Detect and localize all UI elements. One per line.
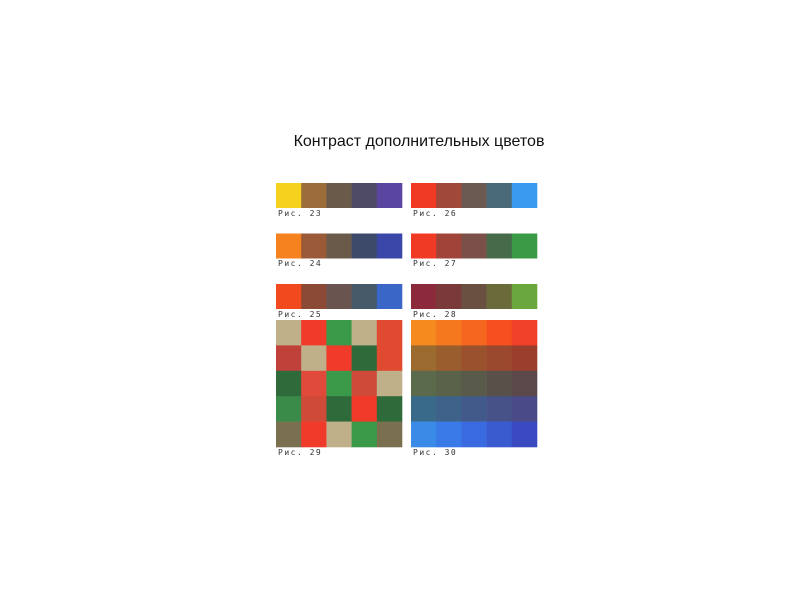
color-swatch [436,284,462,309]
color-swatch [411,421,437,448]
slide-title: Контраст дополнительных цветов [293,133,545,150]
color-swatch [326,233,352,259]
color-swatch [326,320,352,346]
color-swatch [511,320,538,346]
color-swatch [351,320,378,346]
figure-caption: Рис. 23 [278,209,323,218]
color-swatch [351,396,378,422]
color-swatch [461,320,487,346]
color-swatch [411,345,437,372]
color-swatch [461,370,487,397]
color-swatch [326,345,352,372]
color-swatch [411,183,437,208]
color-swatch [461,396,487,422]
color-swatch [376,320,403,346]
color-swatch [511,345,538,372]
color-swatch [351,284,378,309]
color-swatch [436,396,462,422]
color-swatch [376,183,403,208]
color-swatch [511,284,538,309]
color-swatch [486,320,513,346]
color-swatch [436,345,462,372]
color-swatch [486,233,513,259]
figure-caption: Рис. 29 [278,448,323,457]
figure-caption: Рис. 28 [413,310,458,319]
color-swatch [276,284,302,309]
color-swatch [511,183,538,208]
color-swatch [326,370,352,397]
color-swatch [276,183,302,208]
color-swatch [301,284,327,309]
color-swatch [301,421,327,448]
color-swatch [376,421,403,448]
figure-caption: Рис. 27 [413,259,458,268]
color-swatch [486,421,513,448]
color-swatch [276,421,302,448]
color-swatch [351,233,378,259]
figure-caption: Рис. 30 [413,448,458,457]
color-swatch [486,396,513,422]
color-swatch [511,396,538,422]
color-swatch [436,320,462,346]
color-swatch [376,284,403,309]
color-swatch [351,345,378,372]
color-swatch [351,370,378,397]
color-swatch [411,396,437,422]
color-swatch [436,370,462,397]
color-swatch [486,183,513,208]
color-swatch [301,370,327,397]
color-swatch [436,421,462,448]
color-swatch [486,345,513,372]
color-swatch [301,396,327,422]
color-swatch [511,370,538,397]
color-swatch [351,183,378,208]
color-swatch [511,421,538,448]
color-swatch [301,233,327,259]
color-swatch [376,396,403,422]
color-swatch [461,421,487,448]
color-swatch [411,284,437,309]
figure-caption: Рис. 26 [413,209,458,218]
color-swatch [436,233,462,259]
color-swatch [411,233,437,259]
color-swatch [376,233,403,259]
color-swatch [376,370,403,397]
color-swatch [486,284,513,309]
color-swatch [351,421,378,448]
color-swatch [461,183,487,208]
color-swatch [326,284,352,309]
color-swatch [326,421,352,448]
color-swatch [436,183,462,208]
color-swatch [276,396,302,422]
color-swatch [486,370,513,397]
color-swatch [411,320,437,346]
color-swatch [276,320,302,346]
color-swatch [276,370,302,397]
color-swatch [376,345,403,372]
color-swatch [461,345,487,372]
color-swatch [411,370,437,397]
color-swatch [326,183,352,208]
color-swatch [511,233,538,259]
color-swatch [301,320,327,346]
color-swatch [276,345,302,372]
color-swatch [276,233,302,259]
color-swatch [326,396,352,422]
color-swatch [301,183,327,208]
color-swatch [461,233,487,259]
figure-caption: Рис. 24 [278,259,323,268]
figure-caption: Рис. 25 [278,310,323,319]
color-swatch [301,345,327,372]
color-swatch [461,284,487,309]
